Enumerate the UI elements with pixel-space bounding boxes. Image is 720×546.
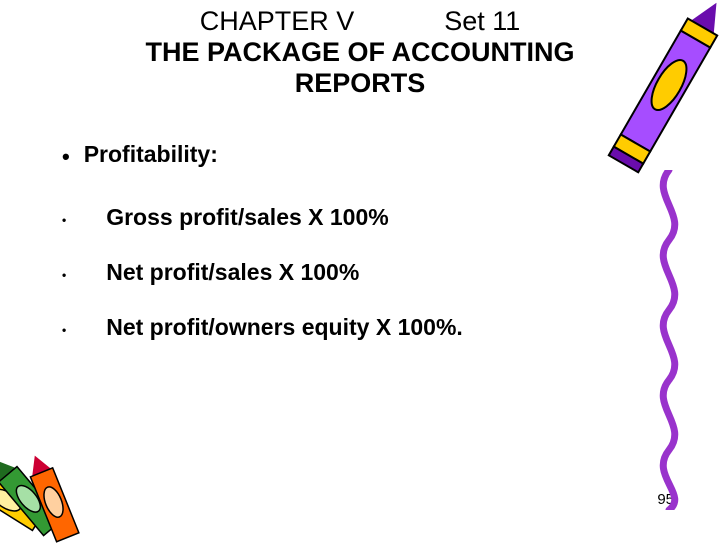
bullet-heading-text: Profitability: [84, 141, 218, 168]
bullet-dot-icon: • [62, 144, 70, 170]
bullet-item-text: Net profit/owners equity X 100%. [106, 314, 463, 341]
crayon-cluster-icon [0, 436, 112, 546]
bullet-item-text: Net profit/sales X 100% [106, 259, 359, 286]
title-main: THE PACKAGE OF ACCOUNTING REPORTS [80, 37, 640, 99]
bullet-item-text: Gross profit/sales X 100% [106, 204, 389, 231]
bullet-heading: • Profitability: [62, 141, 680, 170]
list-item: • Net profit/sales X 100% [62, 259, 680, 286]
title-block: CHAPTER V Set 11 THE PACKAGE OF ACCOUNTI… [80, 6, 640, 99]
bullet-dot-icon: • [62, 324, 66, 336]
list-item: • Gross profit/sales X 100% [62, 204, 680, 231]
bullet-dot-icon: • [62, 269, 66, 281]
title-line-1: CHAPTER V Set 11 [80, 6, 640, 37]
list-item: • Net profit/owners equity X 100%. [62, 314, 680, 341]
bullet-dot-icon: • [62, 214, 66, 226]
squiggle-decor-icon [644, 170, 694, 510]
chapter-label: CHAPTER V [200, 6, 355, 37]
set-label: Set 11 [444, 6, 520, 37]
slide: CHAPTER V Set 11 THE PACKAGE OF ACCOUNTI… [0, 0, 720, 540]
content-area: • Profitability: • Gross profit/sales X … [40, 141, 680, 341]
